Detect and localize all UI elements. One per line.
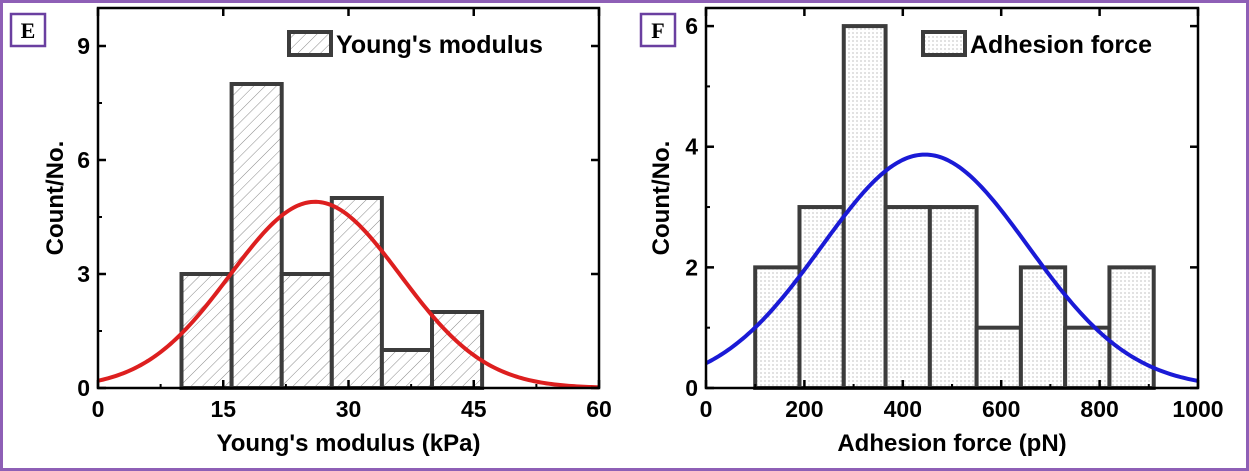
histogram-bar bbox=[1107, 265, 1156, 390]
y-tick-label: 6 bbox=[685, 13, 698, 39]
histogram-bar bbox=[379, 348, 434, 390]
x-tick-label: 0 bbox=[92, 396, 105, 422]
y-tick-label: 4 bbox=[685, 134, 698, 160]
x-tick-label: 400 bbox=[884, 396, 922, 422]
x-tick-label: 800 bbox=[1080, 396, 1118, 422]
y-tick-label: 0 bbox=[685, 375, 698, 401]
panel-letter: E bbox=[21, 18, 36, 43]
x-tick-label: 15 bbox=[210, 396, 236, 422]
y-tick-label: 6 bbox=[77, 147, 90, 173]
y-axis-title: Count/No. bbox=[648, 141, 675, 256]
x-tick-label: 0 bbox=[700, 396, 713, 422]
histogram-bar bbox=[229, 82, 284, 390]
x-axis-title: Young's modulus (kPa) bbox=[217, 430, 481, 457]
chart-young-modulus: 0 15 30 45 60 0 3 6 9 Young's modulus (kPa) Count/… bbox=[9, 6, 612, 457]
histogram-bar bbox=[179, 272, 234, 390]
legend-swatch bbox=[921, 30, 967, 57]
y-tick-label: 9 bbox=[77, 33, 90, 59]
histogram-bar bbox=[279, 272, 334, 390]
histogram-bar bbox=[927, 205, 979, 390]
panel-letter: F bbox=[651, 18, 664, 43]
x-tick-label: 45 bbox=[461, 396, 487, 422]
panel-letter-box bbox=[639, 12, 677, 48]
histogram-bar bbox=[974, 325, 1023, 390]
panel-letter-box bbox=[9, 12, 47, 48]
y-tick-label: 2 bbox=[685, 254, 698, 280]
gaussian-fit-curve bbox=[705, 152, 1199, 383]
x-tick-label: 600 bbox=[982, 396, 1020, 422]
histogram-bar bbox=[329, 196, 384, 390]
legend-label: Young's modulus bbox=[336, 31, 543, 59]
gaussian-fit-curve bbox=[97, 199, 600, 390]
x-tick-label: 30 bbox=[336, 396, 362, 422]
y-tick-label: 3 bbox=[77, 261, 90, 287]
y-tick-label: 0 bbox=[77, 375, 90, 401]
chart-adhesion-force: 0 200 400 600 800 1000 0 2 4 6 Adhesion force (pN)… bbox=[639, 6, 1224, 457]
x-tick-label: 60 bbox=[586, 396, 612, 422]
histogram-bar bbox=[883, 205, 932, 390]
legend-label: Adhesion force bbox=[970, 31, 1152, 59]
histogram-bar bbox=[797, 205, 846, 390]
x-axis-title: Adhesion force (pN) bbox=[837, 430, 1066, 457]
x-tick-label: 200 bbox=[785, 396, 823, 422]
y-axis-title: Count/No. bbox=[42, 141, 69, 256]
x-tick-label: 1000 bbox=[1172, 396, 1223, 422]
legend-swatch bbox=[287, 30, 333, 57]
